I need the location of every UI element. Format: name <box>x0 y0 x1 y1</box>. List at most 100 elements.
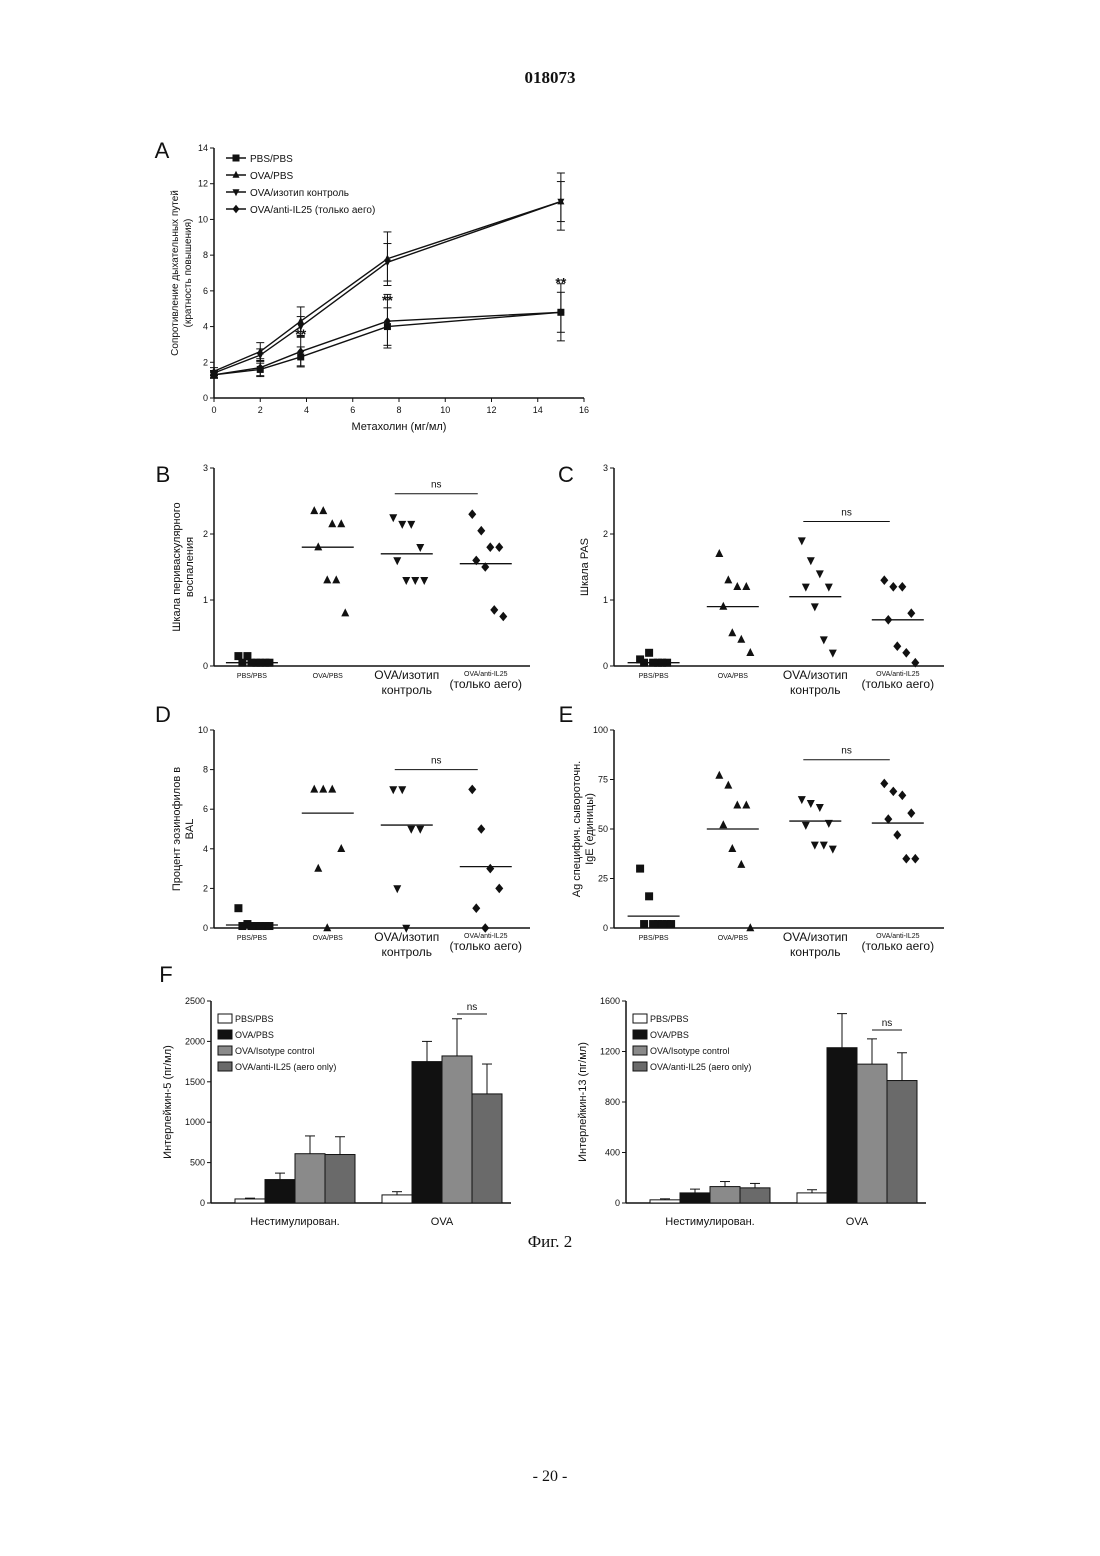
data-point <box>402 577 410 585</box>
data-point <box>816 570 824 578</box>
ns-annotation: ns <box>841 746 852 757</box>
category-label: Нестимулирован. <box>665 1216 754 1228</box>
data-point <box>893 830 901 840</box>
data-point <box>715 549 723 557</box>
data-point <box>393 885 401 893</box>
bar <box>827 1048 857 1203</box>
y-axis-label: Интерлейкин-13 (пг/мл) <box>577 1042 589 1162</box>
category-label: (только аего) <box>449 939 522 953</box>
legend-marker <box>233 155 240 162</box>
x-tick-label: 8 <box>396 405 401 415</box>
panel-label-f: F <box>159 962 172 987</box>
category-label: OVA/PBS <box>313 935 344 942</box>
data-point <box>907 808 915 818</box>
y-axis-label: Интерлейкин-5 (пг/мл) <box>162 1045 174 1159</box>
data-point <box>742 800 750 808</box>
data-point <box>889 582 897 592</box>
data-point <box>811 842 819 850</box>
data-point <box>490 605 498 615</box>
category-label: Нестимулирован. <box>250 1216 339 1228</box>
data-point <box>393 557 401 565</box>
y-tick-label: 400 <box>605 1148 620 1158</box>
bar <box>295 1154 325 1203</box>
y-tick-label: 6 <box>203 804 208 814</box>
y-tick-label: 0 <box>615 1198 620 1208</box>
figure-caption: Фиг. 2 <box>0 1232 1100 1252</box>
data-point <box>820 636 828 644</box>
data-point <box>265 922 273 930</box>
data-point <box>724 781 732 789</box>
x-tick-label: 0 <box>211 405 216 415</box>
ns-annotation: ns <box>431 480 442 491</box>
category-label: контроль <box>381 945 432 959</box>
data-point <box>737 635 745 643</box>
data-point <box>911 854 919 864</box>
data-point <box>486 864 494 874</box>
legend-label: OVA/anti-IL25 (aero only) <box>235 1062 336 1072</box>
category-label: OVA/PBS <box>313 673 344 680</box>
y-tick-label: 2 <box>203 357 208 367</box>
data-point <box>820 842 828 850</box>
data-point <box>737 860 745 868</box>
data-point <box>907 608 915 618</box>
data-point <box>902 854 910 864</box>
y-axis-label: Шкала периваскулярного <box>171 502 183 631</box>
category-label: OVA/изотип <box>374 930 439 944</box>
y-tick-label: 0 <box>203 661 208 671</box>
bar <box>680 1193 710 1203</box>
legend-label: OVA/Isotype control <box>235 1046 314 1056</box>
data-point <box>742 582 750 590</box>
category-label: PBS/PBS <box>237 935 267 942</box>
y-tick-label: 500 <box>190 1158 205 1168</box>
bar <box>740 1188 770 1203</box>
x-tick-label: 12 <box>486 405 496 415</box>
y-tick-label: 75 <box>598 775 608 785</box>
bar <box>857 1064 887 1203</box>
x-tick-label: 6 <box>350 405 355 415</box>
y-axis-label: Шкала PAS <box>579 538 591 596</box>
data-point <box>798 796 806 804</box>
legend-label: PBS/PBS <box>250 154 293 165</box>
y-tick-label: 10 <box>198 725 208 735</box>
y-tick-label: 14 <box>198 143 208 153</box>
category-label: контроль <box>790 683 841 697</box>
x-tick-label: 2 <box>258 405 263 415</box>
data-point <box>880 779 888 789</box>
panel-label-b: B <box>156 462 171 487</box>
bar <box>325 1155 355 1203</box>
y-tick-label: 1 <box>603 595 608 605</box>
y-axis-label: BAL <box>184 819 196 840</box>
y-axis-label: Ag специфич. сывороточн. <box>571 761 583 897</box>
category-label: контроль <box>790 945 841 959</box>
x-tick-label: 10 <box>440 405 450 415</box>
data-point <box>314 542 322 550</box>
bar <box>472 1094 502 1203</box>
y-tick-label: 12 <box>198 179 208 189</box>
y-tick-label: 2500 <box>185 996 205 1006</box>
significance-annotation: ** <box>295 326 306 342</box>
data-point <box>811 603 819 611</box>
category-label: (только аего) <box>862 939 935 953</box>
y-tick-label: 0 <box>603 923 608 933</box>
y-axis-label: Сопротивление дыхательных путей <box>170 190 181 356</box>
data-point <box>411 577 419 585</box>
data-point <box>719 820 727 828</box>
legend-label: OVA/anti-IL25 (aero only) <box>650 1062 751 1072</box>
data-point <box>337 844 345 852</box>
data-point <box>234 904 242 912</box>
y-axis-label: Процент эозинофилов в <box>171 767 183 891</box>
x-tick-label: 14 <box>533 405 543 415</box>
data-point <box>898 791 906 801</box>
legend-label: OVA/PBS <box>650 1030 689 1040</box>
data-point <box>416 826 424 834</box>
data-point <box>337 519 345 527</box>
data-point <box>323 575 331 583</box>
ns-annotation: ns <box>431 756 442 767</box>
data-point <box>902 648 910 658</box>
data-point <box>407 826 415 834</box>
legend-label: OVA/PBS <box>250 171 293 182</box>
data-point <box>398 786 406 794</box>
data-point <box>238 922 246 930</box>
data-point <box>889 787 897 797</box>
data-point <box>880 575 888 585</box>
